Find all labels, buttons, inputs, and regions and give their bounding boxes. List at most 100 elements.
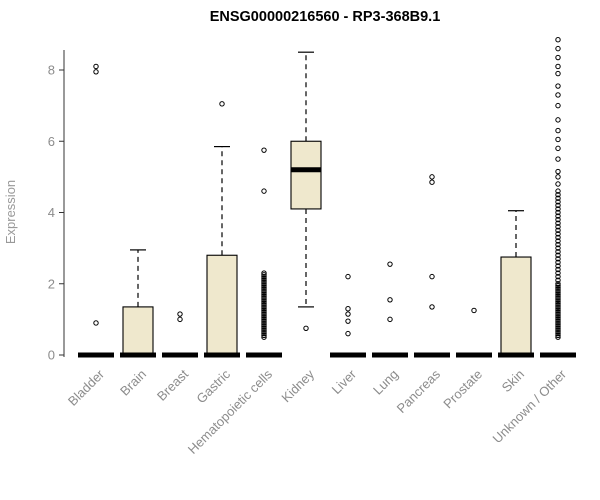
outlier-point	[555, 220, 561, 226]
outlier-point	[261, 147, 267, 153]
outlier-point	[93, 69, 99, 75]
outlier-point	[555, 209, 561, 216]
outlier-point	[555, 238, 561, 244]
outlier-point	[261, 275, 267, 282]
boxplot-bladder	[78, 63, 114, 358]
outlier-point	[555, 37, 561, 43]
outlier-point	[555, 156, 561, 162]
outlier-point	[555, 302, 561, 308]
boxplot-gastric	[204, 101, 240, 358]
outlier-point	[261, 320, 267, 326]
outlier-point	[261, 281, 267, 287]
outlier-point	[345, 311, 351, 317]
outlier-point	[555, 316, 561, 323]
outlier-point	[555, 297, 561, 303]
outlier-point	[555, 282, 561, 289]
boxplot-skin	[498, 210, 534, 358]
outlier-point	[261, 298, 267, 305]
outlier-point	[555, 291, 561, 298]
x-tick-label: Gastric	[193, 366, 233, 406]
outlier-point	[261, 279, 267, 285]
outlier-point	[219, 101, 225, 107]
outlier-point	[345, 273, 351, 280]
chart-title: ENSG00000216560 - RP3-368B9.1	[210, 9, 441, 25]
outlier-point	[555, 281, 561, 287]
outlier-point	[177, 316, 183, 323]
outlier-point	[555, 277, 561, 283]
outlier-point	[261, 316, 267, 323]
outlier-point	[261, 307, 267, 314]
x-tick-label: Brain	[117, 367, 149, 399]
outlier-point	[555, 54, 561, 61]
outlier-point	[555, 83, 561, 89]
iqr-box	[290, 140, 322, 210]
outlier-point	[555, 252, 561, 258]
outlier-point	[261, 309, 267, 315]
outlier-point	[555, 102, 561, 109]
outlier-point	[555, 273, 561, 280]
outlier-point	[555, 241, 561, 248]
outlier-point	[261, 313, 267, 319]
x-tick-label: Kidney	[278, 366, 317, 405]
outlier-point	[555, 270, 561, 276]
outlier-point	[555, 311, 561, 317]
outlier-point	[555, 330, 561, 337]
outlier-point	[555, 227, 561, 234]
outlier-point	[93, 63, 99, 70]
outlier-point	[555, 234, 561, 241]
outlier-point	[387, 297, 393, 303]
outlier-point	[261, 277, 267, 283]
outlier-point	[429, 174, 435, 180]
outlier-point	[261, 297, 267, 303]
outlier-point	[555, 334, 561, 340]
outlier-point	[261, 332, 267, 339]
outlier-point	[345, 318, 351, 324]
boxplot-prostate	[456, 307, 492, 358]
outlier-point	[555, 202, 561, 209]
outlier-point	[555, 300, 561, 307]
outlier-point	[555, 188, 561, 194]
outlier-point	[555, 195, 561, 201]
x-tick-label: Skin	[499, 367, 527, 395]
iqr-box	[206, 254, 238, 356]
outlier-point	[261, 288, 267, 294]
outlier-point	[555, 213, 561, 219]
outlier-point	[555, 289, 561, 296]
outlier-point	[555, 323, 561, 330]
y-tick-label: 6	[48, 134, 55, 149]
outlier-point	[555, 332, 561, 339]
outlier-point	[261, 322, 267, 328]
outlier-point	[387, 261, 393, 267]
outlier-point	[555, 304, 561, 310]
iqr-box	[500, 256, 532, 356]
boxplot-brain	[120, 249, 156, 358]
outlier-point	[555, 231, 561, 237]
outlier-point	[471, 307, 477, 314]
outlier-point	[261, 318, 267, 324]
outlier-point	[555, 284, 561, 291]
outlier-point	[555, 245, 561, 251]
outlier-point	[261, 284, 267, 291]
outlier-point	[261, 272, 267, 278]
outlier-point	[555, 314, 561, 321]
outlier-point	[261, 325, 267, 331]
outlier-point	[555, 206, 561, 212]
outlier-point	[555, 305, 561, 312]
outlier-point	[555, 320, 561, 326]
outlier-point	[555, 313, 561, 319]
y-tick-label: 4	[48, 205, 55, 220]
outlier-point	[261, 323, 267, 330]
outlier-point	[345, 330, 351, 337]
boxplot-liver	[330, 273, 366, 358]
outlier-point	[555, 318, 561, 324]
outlier-point	[177, 311, 183, 317]
boxplot-pancreas	[414, 174, 450, 358]
outlier-point	[555, 181, 561, 187]
outlier-point	[261, 289, 267, 296]
outlier-point	[261, 311, 267, 317]
outlier-point	[555, 293, 561, 299]
outlier-point	[261, 188, 267, 194]
outlier-point	[555, 256, 561, 262]
